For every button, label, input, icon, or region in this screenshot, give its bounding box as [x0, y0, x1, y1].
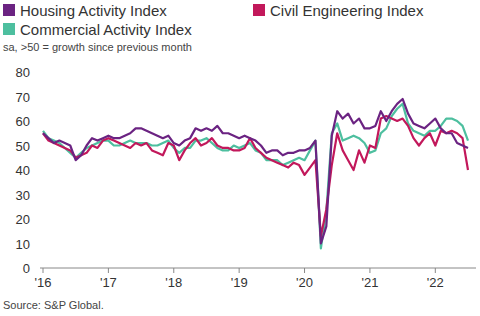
x-tick	[43, 268, 44, 273]
x-tick	[173, 268, 174, 273]
x-tick-label: '18	[165, 275, 182, 290]
x-tick	[435, 268, 436, 273]
subtitle: sa, >50 = growth since previous month	[3, 41, 192, 53]
legend-label: Civil Engineering Index	[270, 2, 424, 19]
x-axis	[40, 268, 476, 269]
x-tick-label: '22	[427, 275, 444, 290]
y-tick-label: 80	[16, 65, 30, 80]
legend-swatch	[253, 4, 265, 16]
y-tick-label: 50	[16, 139, 30, 154]
source: Source: S&P Global.	[3, 299, 104, 311]
chart: Housing Activity Index Civil Engineering …	[0, 0, 480, 316]
y-tick-label: 70	[16, 90, 30, 105]
y-tick-label: 0	[23, 261, 30, 276]
series-line	[43, 116, 468, 236]
legend: Housing Activity Index Civil Engineering …	[3, 2, 424, 38]
y-tick-label: 60	[16, 114, 30, 129]
x-tick-label: '20	[296, 275, 313, 290]
legend-label: Housing Activity Index	[20, 2, 167, 19]
legend-swatch	[3, 4, 15, 16]
series-line	[43, 104, 468, 249]
x-tick	[369, 268, 370, 273]
y-tick-label: 30	[16, 188, 30, 203]
y-tick-label: 20	[16, 212, 30, 227]
series-line	[43, 99, 468, 244]
x-tick-label: '19	[231, 275, 248, 290]
plot-area	[43, 99, 468, 248]
y-tick-label: 40	[16, 163, 30, 178]
legend-label: Commercial Activity Index	[20, 21, 192, 38]
legend-swatch	[3, 23, 15, 35]
x-tick	[239, 268, 240, 273]
x-tick	[304, 268, 305, 273]
y-tick-label: 10	[16, 237, 30, 252]
x-tick	[108, 268, 109, 273]
x-tick-label: '17	[100, 275, 117, 290]
x-tick-label: '21	[361, 275, 378, 290]
x-tick-label: '16	[35, 275, 52, 290]
